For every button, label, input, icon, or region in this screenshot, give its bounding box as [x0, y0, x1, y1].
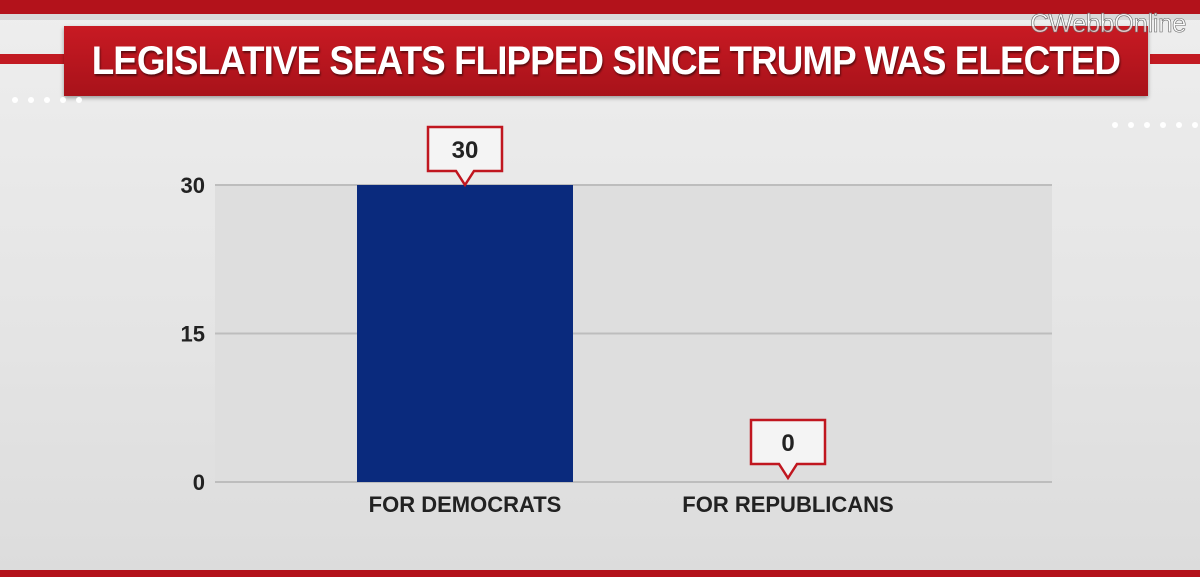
- y-tick-label: 30: [181, 173, 205, 198]
- right-red-stripe: [1150, 54, 1200, 64]
- decorative-dots-right: [1112, 122, 1200, 128]
- watermark: CWebbOnline: [1030, 8, 1187, 39]
- data-label: 30: [452, 137, 479, 164]
- decorative-dots-left: [12, 97, 82, 103]
- data-label-callout: [426, 125, 504, 188]
- y-tick-label: 15: [181, 322, 205, 347]
- category-label: FOR DEMOCRATS: [369, 492, 562, 517]
- title-bar: LEGISLATIVE SEATS FLIPPED SINCE TRUMP WA…: [64, 26, 1148, 96]
- bar: [357, 185, 573, 482]
- y-tick-label: 0: [193, 470, 205, 495]
- chart-title: LEGISLATIVE SEATS FLIPPED SINCE TRUMP WA…: [91, 38, 1121, 83]
- data-label-callout: [749, 418, 827, 481]
- data-label: 0: [781, 430, 794, 457]
- bottom-red-band: [0, 570, 1200, 577]
- left-red-stripe: [0, 54, 70, 64]
- top-red-band: [0, 0, 1200, 20]
- category-label: FOR REPUBLICANS: [682, 492, 893, 517]
